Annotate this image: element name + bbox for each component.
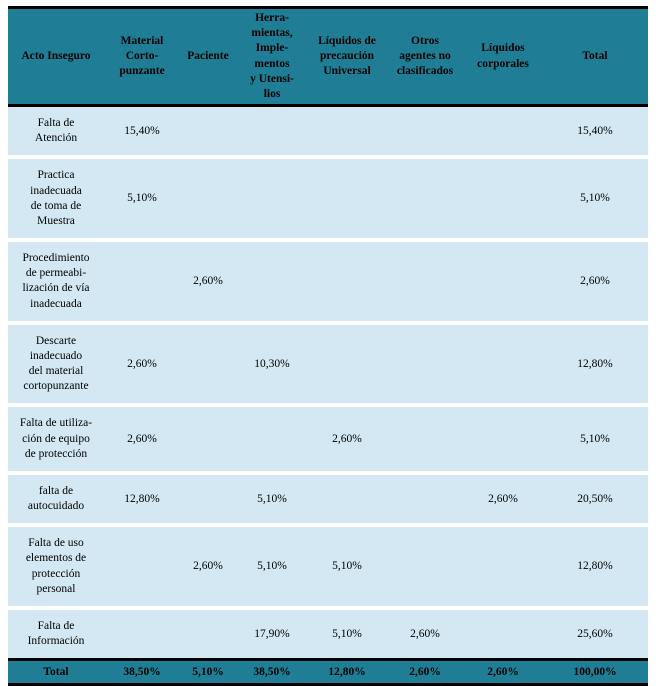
value-cell: 5,10% xyxy=(236,525,308,610)
header-cell-paciente: Paciente xyxy=(180,7,236,108)
value-cell xyxy=(308,322,386,408)
value-cell: 15,40% xyxy=(104,105,180,160)
value-cell xyxy=(386,157,464,243)
value-cell xyxy=(104,525,180,610)
table-body: Falta de Atención 15,40% 15,40% Practica in… xyxy=(8,105,648,660)
value-cell: 5,10% xyxy=(236,472,308,528)
value-cell: 12,80% xyxy=(104,472,180,528)
value-cell: 5,10% xyxy=(308,607,386,660)
value-cell xyxy=(386,105,464,160)
row-label: Falta de Información xyxy=(8,607,104,660)
value-cell xyxy=(386,405,464,475)
value-cell xyxy=(236,157,308,243)
value-cell xyxy=(464,607,542,660)
value-cell xyxy=(236,240,308,325)
row-label: Descarte inadecuado del material cortopu… xyxy=(8,322,104,408)
value-cell xyxy=(464,157,542,243)
value-cell: 2,60% xyxy=(308,405,386,475)
header-cell-liquidos-corporales: Líquidos corporales xyxy=(464,7,542,108)
value-cell: 17,90% xyxy=(236,607,308,660)
value-cell xyxy=(104,240,180,325)
row-label: falta de autocuidado xyxy=(8,472,104,528)
table-row: Falta de Información 17,90% 5,10% 2,60% 25,6… xyxy=(8,607,648,660)
table-row: Procedimiento de permeabi- lización de v… xyxy=(8,240,648,325)
unsafe-acts-table: Acto Inseguro Material Corto- punzante P… xyxy=(8,6,648,686)
value-cell xyxy=(104,607,180,660)
header-cell-herramientas: Herra- mientas, Imple- mentos y Utensi- … xyxy=(236,7,308,108)
header-cell-total: Total xyxy=(542,7,648,108)
row-label: Procedimiento de permeabi- lización de v… xyxy=(8,240,104,325)
value-cell: 25,60% xyxy=(542,607,648,660)
row-label: Falta de utiliza- ción de equipo de prot… xyxy=(8,405,104,475)
header-cell-acto-inseguro: Acto Inseguro xyxy=(8,7,104,108)
row-label: Falta de uso elementos de protección per… xyxy=(8,525,104,610)
value-cell xyxy=(180,472,236,528)
value-cell: 2,60% xyxy=(464,472,542,528)
value-cell xyxy=(464,105,542,160)
value-cell xyxy=(308,240,386,325)
value-cell: 2,60% xyxy=(180,525,236,610)
value-cell xyxy=(386,240,464,325)
value-cell xyxy=(308,472,386,528)
total-value-cell: 38,50% xyxy=(104,658,180,685)
value-cell: 2,60% xyxy=(104,405,180,475)
value-cell xyxy=(308,105,386,160)
value-cell xyxy=(180,157,236,243)
value-cell xyxy=(464,322,542,408)
total-value-cell: 5,10% xyxy=(180,658,236,685)
table-row: falta de autocuidado 12,80% 5,10% 2,60% 20,5… xyxy=(8,472,648,528)
value-cell xyxy=(308,157,386,243)
header-row: Acto Inseguro Material Corto- punzante P… xyxy=(8,7,648,108)
header-cell-liquidos-precaucion: Líquidos de precaución Universal xyxy=(308,7,386,108)
row-label: Practica inadecuada de toma de Muestra xyxy=(8,157,104,243)
value-cell: 5,10% xyxy=(542,157,648,243)
value-cell: 2,60% xyxy=(104,322,180,408)
value-cell: 12,80% xyxy=(542,525,648,610)
table-row: Falta de Atención 15,40% 15,40% xyxy=(8,105,648,160)
value-cell: 2,60% xyxy=(386,607,464,660)
total-value-cell: 2,60% xyxy=(386,658,464,685)
total-value-cell: 38,50% xyxy=(236,658,308,685)
value-cell xyxy=(180,607,236,660)
table-row: Descarte inadecuado del material cortopu… xyxy=(8,322,648,408)
value-cell xyxy=(236,405,308,475)
value-cell: 10,30% xyxy=(236,322,308,408)
value-cell xyxy=(180,105,236,160)
value-cell: 12,80% xyxy=(542,322,648,408)
total-row: Total 38,50% 5,10% 38,50% 12,80% 2,60% 2… xyxy=(8,658,648,685)
value-cell xyxy=(180,405,236,475)
value-cell: 2,60% xyxy=(180,240,236,325)
value-cell: 15,40% xyxy=(542,105,648,160)
value-cell: 5,10% xyxy=(542,405,648,475)
value-cell xyxy=(464,405,542,475)
value-cell xyxy=(464,240,542,325)
table-row: Practica inadecuada de toma de Muestra 5,… xyxy=(8,157,648,243)
value-cell: 5,10% xyxy=(104,157,180,243)
value-cell xyxy=(236,105,308,160)
value-cell xyxy=(386,322,464,408)
value-cell: 2,60% xyxy=(542,240,648,325)
value-cell xyxy=(464,525,542,610)
header-cell-material-cortopunzante: Material Corto- punzante xyxy=(104,7,180,108)
total-value-cell: 100,00% xyxy=(542,658,648,685)
value-cell: 5,10% xyxy=(308,525,386,610)
value-cell xyxy=(386,525,464,610)
value-cell xyxy=(180,322,236,408)
value-cell xyxy=(386,472,464,528)
header-cell-otros-agentes: Otros agentes no clasificados xyxy=(386,7,464,108)
total-value-cell: 12,80% xyxy=(308,658,386,685)
table-row: Falta de utiliza- ción de equipo de prot… xyxy=(8,405,648,475)
row-label: Falta de Atención xyxy=(8,105,104,160)
total-row-label: Total xyxy=(8,658,104,685)
value-cell: 20,50% xyxy=(542,472,648,528)
total-value-cell: 2,60% xyxy=(464,658,542,685)
table-row: Falta de uso elementos de protección per… xyxy=(8,525,648,610)
